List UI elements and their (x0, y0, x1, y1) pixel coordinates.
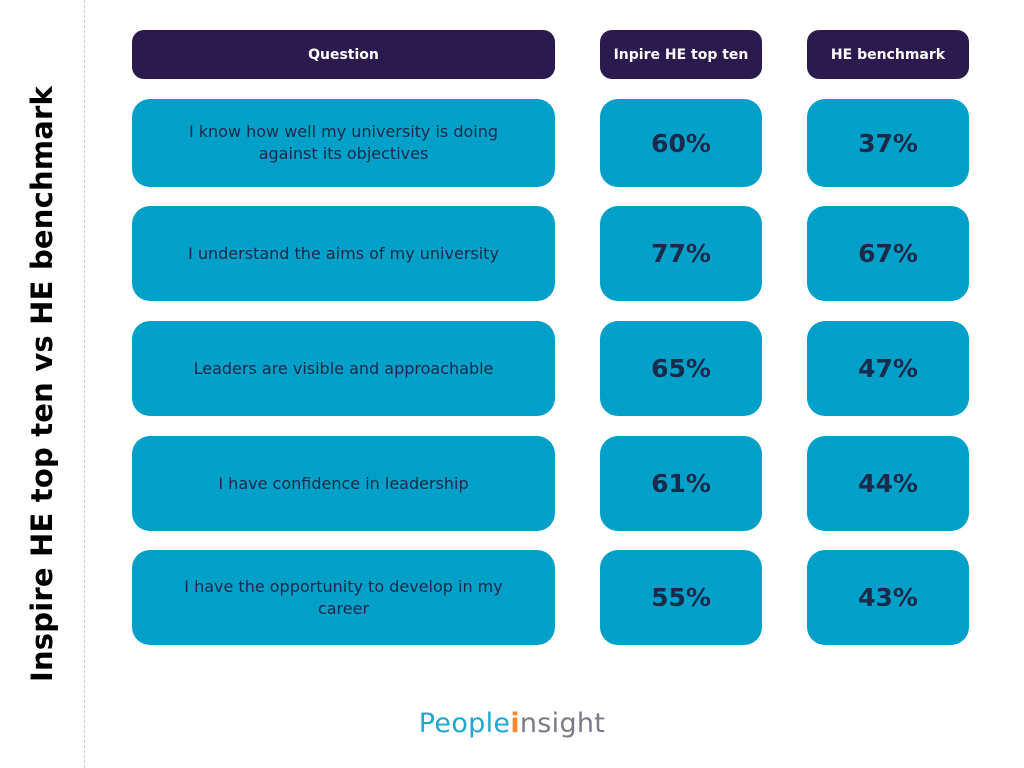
benchmark-value: 44% (807, 436, 969, 531)
side-title-area: Inspire HE top ten vs HE benchmark (0, 0, 80, 768)
side-title: Inspire HE top ten vs HE benchmark (25, 85, 59, 683)
peopleinsight-logo: Peopleinsight (0, 708, 1024, 748)
top-ten-value: 60% (600, 99, 762, 187)
benchmark-value: 47% (807, 321, 969, 416)
header-benchmark: HE benchmark (807, 30, 969, 79)
question-cell: I have the opportunity to develop in my … (132, 550, 555, 645)
question-cell: I understand the aims of my university (132, 206, 555, 301)
top-ten-value: 55% (600, 550, 762, 645)
top-ten-value: 61% (600, 436, 762, 531)
benchmark-value: 67% (807, 206, 969, 301)
logo-text-i: i (510, 708, 520, 739)
benchmark-value: 43% (807, 550, 969, 645)
header-question: Question (132, 30, 555, 79)
question-cell: I know how well my university is doing a… (132, 99, 555, 187)
logo-text-people: People (418, 708, 511, 739)
question-cell: Leaders are visible and approachable (132, 321, 555, 416)
question-cell: I have confidence in leadership (132, 436, 555, 531)
top-ten-value: 77% (600, 206, 762, 301)
benchmark-value: 37% (807, 99, 969, 187)
top-ten-value: 65% (600, 321, 762, 416)
logo-text-nsight: nsight (519, 708, 606, 739)
divider-line (84, 0, 85, 768)
header-top-ten: Inpire HE top ten (600, 30, 762, 79)
